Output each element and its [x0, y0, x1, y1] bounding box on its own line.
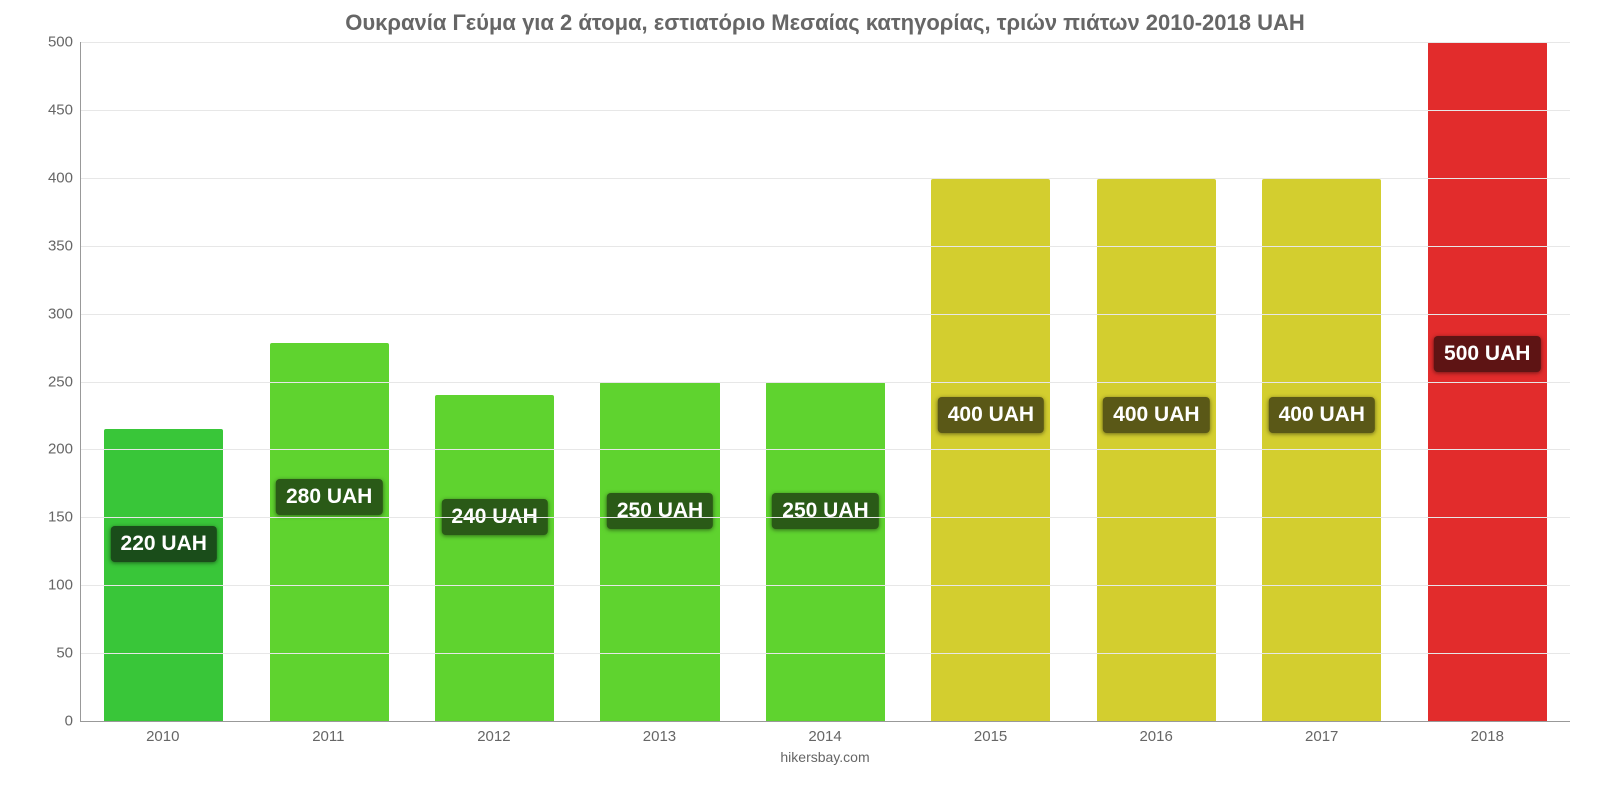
- bar-value-label: 500 UAH: [1434, 336, 1540, 372]
- bar: [435, 395, 554, 721]
- x-tick-label: 2018: [1405, 728, 1571, 745]
- x-tick-label: 2017: [1239, 728, 1405, 745]
- chart-title: Ουκρανία Γεύμα για 2 άτομα, εστιατόριο Μ…: [80, 10, 1570, 36]
- bar-value-label: 280 UAH: [276, 479, 382, 515]
- y-tick-label: 250: [48, 373, 81, 390]
- grid-line: [81, 246, 1570, 247]
- x-tick-label: 2014: [742, 728, 908, 745]
- bar: [766, 382, 885, 722]
- y-tick-label: 150: [48, 509, 81, 526]
- x-tick-label: 2016: [1073, 728, 1239, 745]
- y-tick-label: 350: [48, 237, 81, 254]
- x-tick-label: 2015: [908, 728, 1074, 745]
- bar-value-label: 250 UAH: [772, 493, 878, 529]
- x-tick-label: 2011: [246, 728, 412, 745]
- x-axis-labels: 201020112012201320142015201620172018: [80, 728, 1570, 745]
- bar-value-label: 400 UAH: [938, 397, 1044, 433]
- y-tick-label: 450: [48, 101, 81, 118]
- y-tick-label: 300: [48, 305, 81, 322]
- bar-value-label: 250 UAH: [607, 493, 713, 529]
- x-tick-label: 2013: [577, 728, 743, 745]
- bar-value-label: 220 UAH: [111, 526, 217, 562]
- bar-value-label: 400 UAH: [1269, 397, 1375, 433]
- chart-container: Ουκρανία Γεύμα για 2 άτομα, εστιατόριο Μ…: [0, 0, 1600, 800]
- y-tick-label: 200: [48, 441, 81, 458]
- y-tick-label: 50: [56, 645, 81, 662]
- chart-source: hikersbay.com: [80, 749, 1570, 765]
- bar: [270, 343, 389, 721]
- grid-line: [81, 178, 1570, 179]
- grid-line: [81, 449, 1570, 450]
- grid-line: [81, 110, 1570, 111]
- grid-line: [81, 653, 1570, 654]
- plot-area: 220 UAH280 UAH240 UAH250 UAH250 UAH400 U…: [80, 42, 1570, 722]
- bar: [104, 429, 223, 721]
- y-tick-label: 100: [48, 577, 81, 594]
- bar-value-label: 400 UAH: [1103, 397, 1209, 433]
- y-tick-label: 400: [48, 169, 81, 186]
- y-tick-label: 500: [48, 34, 81, 51]
- grid-line: [81, 382, 1570, 383]
- x-tick-label: 2010: [80, 728, 246, 745]
- grid-line: [81, 314, 1570, 315]
- y-tick-label: 0: [65, 713, 81, 730]
- grid-line: [81, 42, 1570, 43]
- x-tick-label: 2012: [411, 728, 577, 745]
- grid-line: [81, 517, 1570, 518]
- grid-line: [81, 585, 1570, 586]
- bar: [600, 382, 719, 722]
